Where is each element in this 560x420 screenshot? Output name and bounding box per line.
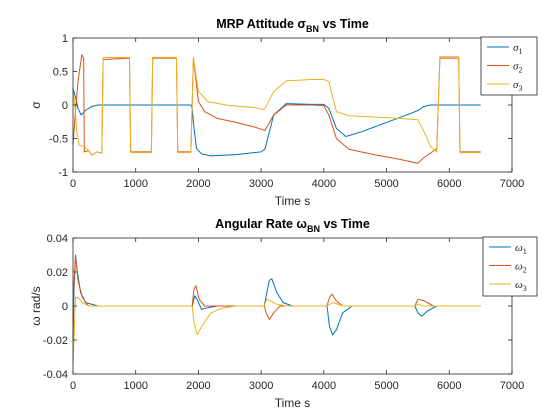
x-axis-label: Time s: [275, 194, 311, 208]
legend-entry: σ1: [513, 42, 522, 56]
y-tick-label: -1: [58, 167, 68, 179]
x-tick-label: 6000: [437, 380, 461, 392]
chart-title: Angular Rate ωBN vs Time: [215, 217, 370, 234]
x-tick-label: 5000: [374, 380, 398, 392]
legend-entry: ω2: [515, 261, 527, 275]
x-tick-label: 2000: [186, 380, 210, 392]
legend-entry: σ2: [513, 61, 522, 75]
legend-entry: σ3: [513, 79, 522, 93]
x-tick-label: 6000: [437, 178, 461, 190]
x-tick-label: 0: [70, 178, 76, 190]
chart-title: MRP Attitude σBN vs Time: [216, 17, 369, 34]
y-tick-label: -0.02: [43, 335, 68, 347]
chart-1: 0 1000 2000 3000 4000 5000 6000 7000 1 0.5 0 -0.5 -1…: [29, 17, 538, 208]
chart-2: 0 1000 2000 3000 4000 5000 6000 70000.040.020-0…: [29, 217, 538, 410]
x-tick-label: 5000: [374, 178, 398, 190]
x-tick-label: 3000: [249, 178, 273, 190]
y-tick-label: 0.02: [47, 267, 68, 279]
legend: ω1 ω2 ω3: [482, 236, 538, 297]
x-tick-label: 1000: [123, 380, 147, 392]
series-line-3: [72, 297, 481, 366]
y-tick-label: 0: [62, 301, 68, 313]
y-tick-label: 0: [62, 100, 68, 112]
legend-entry: ω3: [515, 279, 527, 293]
y-axis-label: σ: [29, 101, 43, 109]
x-tick-label: 0: [70, 380, 76, 392]
x-tick-label: 4000: [312, 178, 336, 190]
y-tick-label: 0.5: [53, 67, 68, 79]
legend: σ1 σ2 σ3: [480, 36, 538, 96]
x-tick-label: 2000: [186, 178, 210, 190]
series-line-1: [72, 88, 481, 157]
x-tick-label: 1000: [123, 178, 147, 190]
x-tick-label: 7000: [500, 178, 524, 190]
y-axis-label: ω rad/s: [29, 286, 43, 325]
legend-box: [482, 236, 538, 297]
y-tick-label: 0.04: [47, 233, 68, 245]
y-tick-label: -0.5: [49, 134, 68, 146]
y-tick-label: 1: [62, 33, 68, 45]
x-axis-label: Time s: [275, 396, 311, 410]
x-tick-label: 7000: [500, 380, 524, 392]
legend-entry: ω1: [515, 242, 527, 256]
x-tick-label: 4000: [312, 380, 336, 392]
series-line-3: [72, 56, 481, 156]
y-tick-label: -0.04: [43, 369, 68, 381]
x-tick-label: 3000: [249, 380, 273, 392]
